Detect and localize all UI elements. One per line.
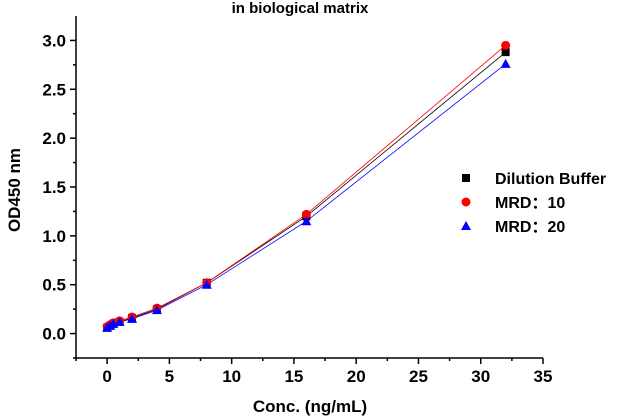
data-point	[500, 58, 511, 68]
x-tick-label: 5	[165, 367, 174, 386]
data-point	[301, 209, 311, 219]
y-tick-label: 1.0	[42, 227, 66, 246]
fit-curve	[106, 45, 506, 328]
y-tick-label: 2.0	[42, 129, 66, 148]
fit-curve	[106, 63, 506, 329]
legend-label: MRD：20	[495, 219, 565, 236]
legend-symbol	[461, 197, 471, 207]
legend-symbol	[462, 174, 470, 182]
x-tick-label: 25	[409, 367, 428, 386]
x-tick-label: 30	[471, 367, 490, 386]
y-ticks: 0.0 0.5 1.0 1.5 2.0 2.5 3.0	[42, 31, 76, 359]
data-point	[127, 313, 138, 323]
y-tick-label: 2.5	[42, 80, 66, 99]
markers	[102, 40, 511, 332]
legend-label: MRD：10	[495, 195, 565, 212]
x-tick-label: 20	[347, 367, 366, 386]
x-tick-label: 35	[534, 367, 553, 386]
legend-label: Dilution Buffer	[495, 171, 606, 188]
y-axis-title: OD450 nm	[5, 148, 24, 232]
x-ticks: 0 5 10 15 20 25 30 35	[75, 358, 553, 386]
data-point	[501, 40, 511, 50]
data-point	[301, 216, 312, 226]
x-tick-label: 10	[222, 367, 241, 386]
y-tick-label: 1.5	[42, 178, 66, 197]
fit-curve	[106, 51, 506, 329]
data-point	[114, 316, 125, 326]
x-axis-title: Conc. (ng/mL)	[253, 397, 367, 416]
data-point	[151, 305, 162, 315]
chart-title: in biological matrix	[232, 0, 369, 17]
data-point	[501, 48, 510, 57]
legend-symbol	[461, 221, 471, 230]
legend: Dilution Buffer MRD：10 MRD：20	[461, 171, 606, 236]
fit-lines	[106, 45, 506, 329]
y-tick-label: 3.0	[42, 31, 66, 50]
x-tick-label: 0	[102, 367, 111, 386]
y-tick-label: 0.0	[42, 325, 66, 344]
y-tick-label: 0.5	[42, 276, 66, 295]
x-tick-label: 15	[284, 367, 303, 386]
data-point	[201, 279, 212, 289]
axes	[75, 16, 543, 359]
